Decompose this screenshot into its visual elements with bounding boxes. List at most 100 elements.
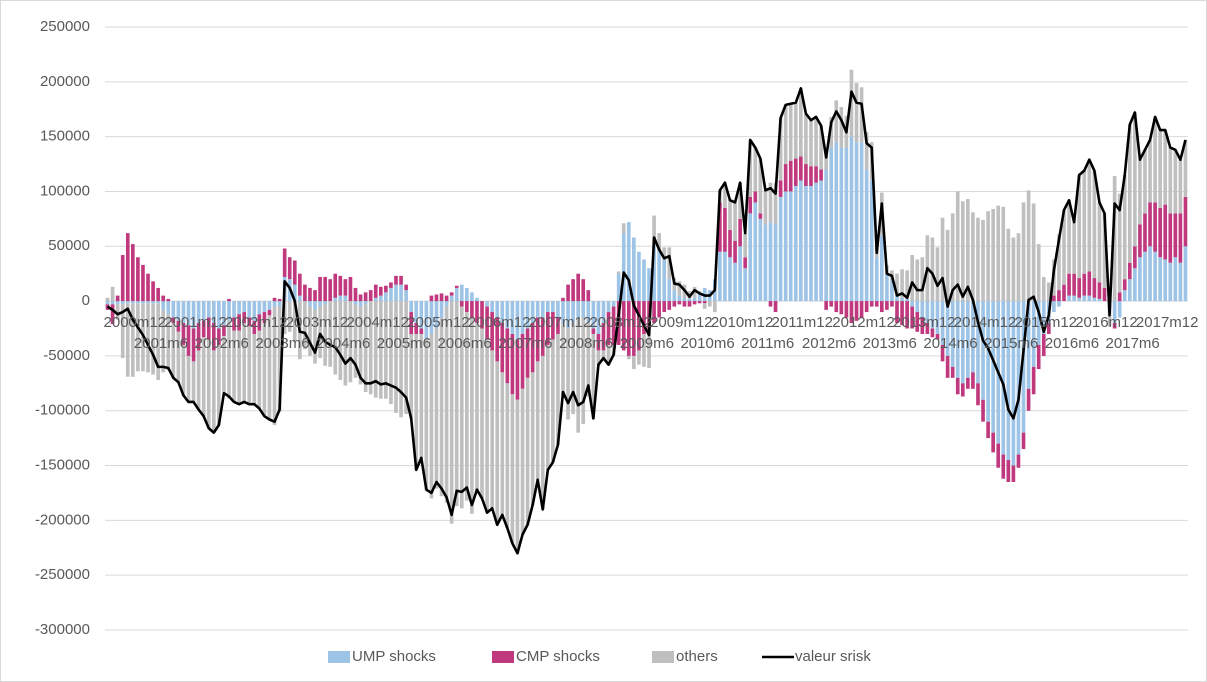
bar bbox=[1097, 202, 1102, 283]
bar bbox=[520, 333, 525, 389]
bar bbox=[201, 301, 206, 321]
bar bbox=[601, 301, 606, 324]
bar bbox=[303, 284, 307, 302]
bar bbox=[394, 301, 398, 413]
bar bbox=[581, 279, 586, 302]
bar bbox=[181, 301, 186, 324]
bar bbox=[900, 301, 904, 326]
bar bbox=[237, 301, 241, 315]
bar bbox=[262, 323, 267, 417]
bar bbox=[900, 269, 904, 298]
bar bbox=[571, 279, 575, 302]
bar bbox=[814, 166, 818, 183]
bar bbox=[971, 212, 975, 302]
bar bbox=[1082, 295, 1087, 302]
bar bbox=[702, 301, 707, 304]
bar bbox=[161, 295, 166, 302]
bar bbox=[465, 301, 469, 313]
bar bbox=[1183, 196, 1188, 247]
bar bbox=[454, 287, 459, 302]
bar bbox=[530, 323, 535, 373]
bar bbox=[566, 328, 570, 420]
bar bbox=[454, 285, 459, 288]
bar bbox=[358, 306, 363, 385]
bar bbox=[1067, 295, 1071, 302]
bar bbox=[1006, 301, 1011, 461]
y-tick-label: -100000 bbox=[35, 402, 90, 419]
y-tick-label: -200000 bbox=[35, 511, 90, 528]
bar bbox=[621, 233, 626, 302]
bar bbox=[1082, 273, 1087, 296]
bar bbox=[1021, 301, 1026, 433]
bar bbox=[272, 297, 277, 302]
bar bbox=[110, 286, 115, 302]
bar bbox=[1026, 190, 1031, 302]
bar bbox=[1011, 301, 1016, 466]
bar bbox=[1041, 301, 1046, 334]
bar bbox=[171, 317, 176, 324]
bar bbox=[1006, 460, 1011, 482]
bar bbox=[1047, 282, 1051, 302]
bar bbox=[338, 295, 343, 302]
bar bbox=[141, 301, 145, 304]
bar bbox=[753, 191, 758, 203]
bar bbox=[768, 222, 773, 302]
bar bbox=[328, 301, 333, 367]
bar bbox=[545, 344, 550, 470]
bar bbox=[540, 301, 545, 318]
bar bbox=[211, 350, 216, 433]
bar bbox=[206, 317, 211, 340]
bar bbox=[1183, 139, 1188, 197]
bar bbox=[672, 301, 677, 307]
bar bbox=[606, 344, 611, 365]
bar bbox=[485, 339, 489, 513]
bar bbox=[242, 323, 246, 402]
bar bbox=[520, 388, 525, 535]
bar bbox=[191, 328, 196, 362]
bar bbox=[105, 301, 110, 305]
bar bbox=[1016, 301, 1021, 455]
bar bbox=[353, 301, 358, 305]
bar bbox=[530, 372, 535, 506]
bar bbox=[480, 328, 484, 499]
bar bbox=[1057, 301, 1061, 307]
bar bbox=[819, 125, 823, 170]
bar bbox=[490, 301, 494, 313]
bar bbox=[323, 301, 327, 305]
bar bbox=[196, 350, 201, 410]
bar bbox=[591, 328, 596, 334]
x-tick-label: 2012m6 bbox=[802, 335, 856, 352]
bar bbox=[601, 350, 606, 359]
bar bbox=[596, 301, 601, 334]
bar bbox=[535, 317, 540, 362]
bar bbox=[196, 323, 201, 351]
bar bbox=[1173, 149, 1178, 214]
bar bbox=[196, 301, 201, 324]
bar bbox=[991, 208, 995, 302]
bar bbox=[110, 304, 115, 325]
bar bbox=[470, 301, 474, 318]
bar bbox=[166, 314, 171, 371]
bar bbox=[490, 350, 494, 509]
bar bbox=[1082, 170, 1087, 274]
bar bbox=[1062, 284, 1066, 302]
bar bbox=[333, 273, 338, 298]
bar bbox=[966, 377, 970, 389]
bar bbox=[237, 330, 241, 405]
bar bbox=[338, 275, 343, 296]
bar bbox=[368, 290, 373, 302]
bar bbox=[115, 304, 120, 320]
bar bbox=[880, 235, 884, 302]
bar bbox=[409, 333, 413, 419]
y-tick-label: 50000 bbox=[48, 237, 90, 254]
x-tick-label: 2015m12 bbox=[1014, 314, 1077, 331]
bar bbox=[298, 295, 302, 302]
bar bbox=[353, 287, 358, 302]
bar bbox=[591, 333, 596, 419]
bar bbox=[986, 301, 990, 422]
bar bbox=[343, 301, 348, 386]
bar bbox=[404, 290, 408, 302]
bar bbox=[940, 301, 945, 345]
bar bbox=[277, 298, 282, 302]
